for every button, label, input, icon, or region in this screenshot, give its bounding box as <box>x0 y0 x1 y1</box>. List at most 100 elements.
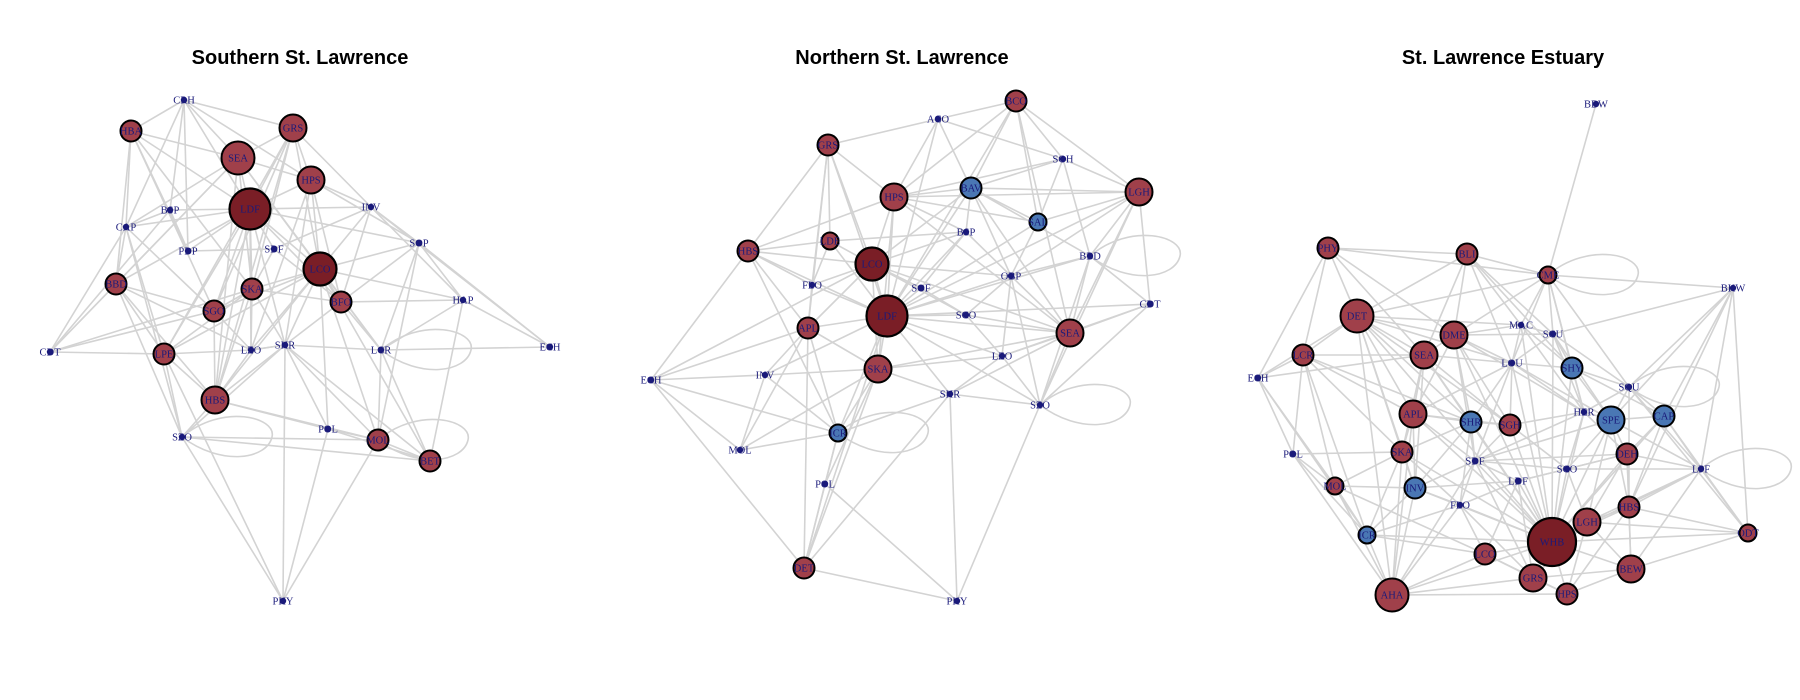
node-label: POL <box>1283 450 1303 461</box>
node-layer: CRH HBA GRS SEA HPS LDF CAP BSP INV PDP SDF SOP LCO B… <box>40 96 561 608</box>
edge-hps-ska <box>877 196 895 370</box>
node-circle <box>302 251 338 287</box>
edge-obp-bbd <box>1010 255 1091 277</box>
edge-bco-aco <box>937 100 1017 120</box>
edge-apl-icr <box>807 327 839 434</box>
edge-phy-bli <box>1327 247 1468 255</box>
edge-det-apl <box>1356 315 1414 415</box>
node-label: SEA <box>1060 329 1080 340</box>
node-aco: ACO <box>927 115 950 126</box>
node-label: MOL <box>366 436 389 447</box>
node-bkw: BKW <box>1721 284 1746 295</box>
edge-sea-ech <box>1257 354 1425 379</box>
edge-ldf-bbd <box>886 255 1091 317</box>
node-circle <box>1498 413 1522 437</box>
node-label: SGH <box>1499 421 1520 432</box>
node-label: CAP <box>1654 412 1675 423</box>
node-ech: ECH <box>1248 374 1269 385</box>
edge-sea-sgh <box>1423 354 1511 426</box>
edge-lcr-sop <box>380 242 420 351</box>
edge-bav-lgh <box>970 187 1140 193</box>
node-label: SDF <box>264 245 283 256</box>
node-label: SOP <box>409 239 428 250</box>
edge-grs-lco <box>292 127 321 270</box>
node-circle <box>820 231 840 251</box>
node-sco: SCO <box>1557 465 1578 476</box>
node-label: CDT <box>1140 300 1162 311</box>
edge-hap-bfo <box>340 299 464 303</box>
node-det: DET <box>792 556 816 580</box>
node-lzo: LZO <box>992 352 1013 363</box>
node-inv: INV <box>756 371 775 382</box>
node-circle <box>119 119 143 143</box>
edge-hbs-flo <box>747 250 813 286</box>
edge-bbd-hbs <box>115 283 216 401</box>
node-hba: HBA <box>119 119 143 143</box>
node-label: LPF <box>1692 465 1710 476</box>
edge-lde-bsp <box>829 231 967 242</box>
node-label: SAL <box>1028 218 1048 229</box>
node-label: LCR <box>1293 351 1313 362</box>
edge-bbd-szo <box>115 283 183 438</box>
node-mac: MAC <box>1509 321 1533 332</box>
node-label: ECH <box>540 343 561 354</box>
edge-sdf-ldf <box>1474 460 1519 482</box>
node-label: SDF <box>1465 457 1484 468</box>
edge-ldf-sop <box>249 208 420 244</box>
self-loop-icr <box>837 411 929 454</box>
edge-lcr-bet <box>380 349 431 462</box>
edge-lco-hbs <box>214 268 321 401</box>
node-bsp: BSP <box>161 206 180 217</box>
node-circle <box>1036 401 1044 409</box>
node-ska: SKA <box>863 354 893 384</box>
node-circle <box>366 428 390 452</box>
edge-szo-phy <box>181 436 284 602</box>
edge-dme-her <box>1453 334 1585 413</box>
node-label: SCU <box>1543 330 1564 341</box>
panel-title: St. Lawrence Estuary <box>1402 47 1605 69</box>
node-label: MAC <box>1509 321 1533 332</box>
edge-ska-inv <box>764 368 879 376</box>
edge-hbs-bkw <box>1628 287 1734 508</box>
node-label: SZO <box>172 433 192 444</box>
node-label: CDT <box>40 348 62 359</box>
node-label: ACO <box>927 115 950 126</box>
node-label: LZO <box>992 352 1013 363</box>
edge-bav-sea <box>970 187 1071 334</box>
node-circle <box>1592 100 1600 108</box>
node-label: BKW <box>1721 284 1746 295</box>
node-sdf: SDF <box>1465 457 1484 468</box>
node-circle <box>1390 440 1414 464</box>
edge-lpe-ska <box>163 288 253 355</box>
node-circle <box>1439 320 1469 350</box>
node-label: BFO <box>331 298 352 309</box>
node-label: INV <box>362 203 381 214</box>
edge-hbs-sgo <box>213 310 216 401</box>
edge-bli-cme <box>1466 253 1549 276</box>
node-circle <box>104 272 128 296</box>
node-label: BBD <box>105 280 127 291</box>
node-label: PHY <box>272 597 293 608</box>
edge-whb-ska <box>1401 451 1553 543</box>
edge-lgh-odt <box>1586 521 1749 534</box>
edge-sea-shr <box>949 332 1071 395</box>
node-lgh: LGH <box>1124 177 1154 207</box>
node-circle <box>1007 272 1015 280</box>
node-circle <box>329 290 353 314</box>
edge-bco-lgh <box>1015 100 1140 193</box>
node-label: HBS <box>1619 503 1640 514</box>
node-label: LDF <box>877 312 897 323</box>
edge-shr-szo <box>949 393 1041 406</box>
edge-bbd-lzo <box>115 283 252 351</box>
edge-hps-shr <box>284 179 312 346</box>
edge-spe-lpf <box>1610 419 1702 470</box>
node-label: FLO <box>1450 501 1470 512</box>
edge-bco-soh <box>1015 100 1064 160</box>
node-label: LDF <box>240 205 260 216</box>
edge-layer <box>1257 103 1792 596</box>
node-hbs: HBS <box>736 239 760 263</box>
node-label: APL <box>1403 410 1423 421</box>
edge-squ-odt <box>1628 386 1749 534</box>
node-lpf: LPF <box>1692 465 1710 476</box>
edge-shy-cap <box>1571 367 1665 417</box>
